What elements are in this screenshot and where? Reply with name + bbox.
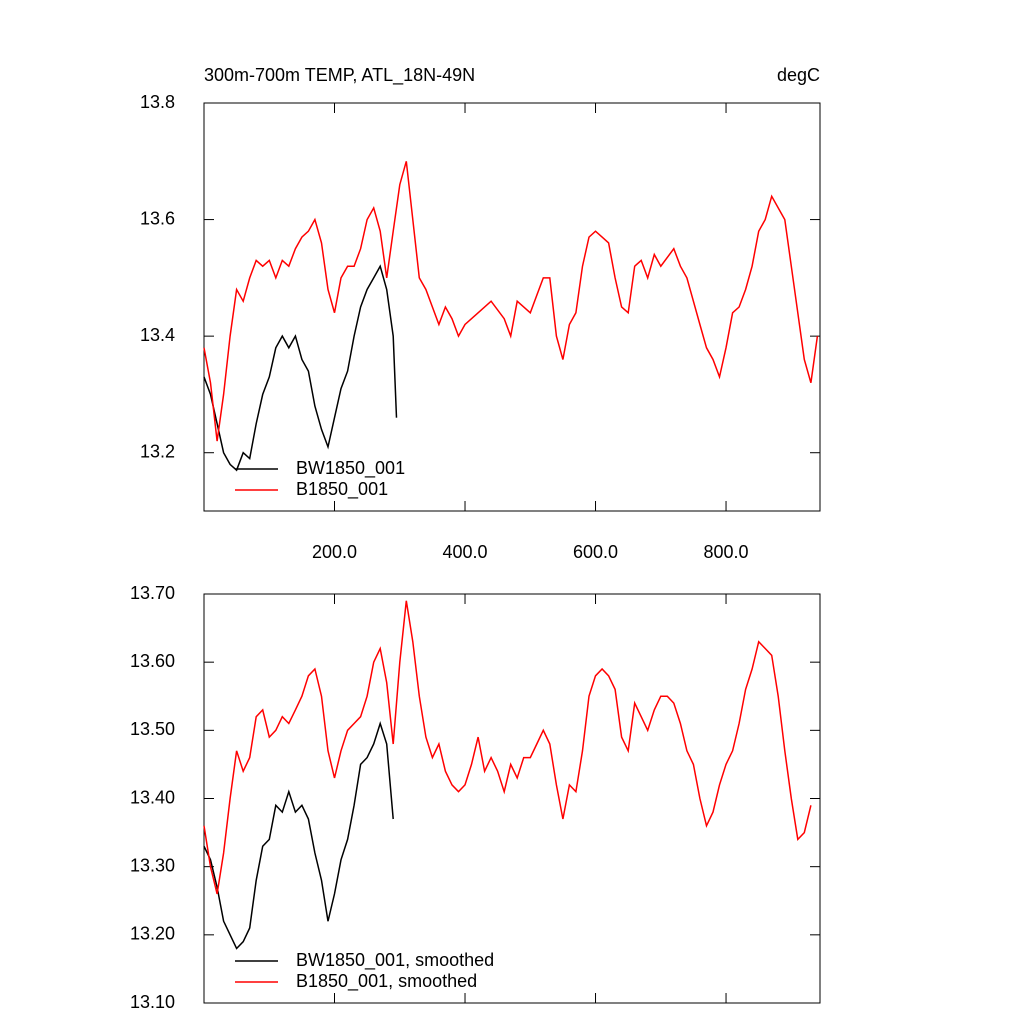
data-line — [203, 264, 398, 472]
units-label: degC — [777, 65, 820, 85]
plot-frame — [203, 102, 821, 512]
legend-label: BW1850_001 — [296, 458, 405, 479]
data-line — [203, 721, 394, 950]
x-tick-label: 600.0 — [573, 542, 618, 562]
y-tick-label: 13.30 — [130, 855, 175, 875]
legend-label: BW1850_001, smoothed — [296, 950, 494, 971]
x-tick-label: 800.0 — [704, 542, 749, 562]
x-tick-label: 200.0 — [312, 542, 357, 562]
x-tick-label: 400.0 — [442, 542, 487, 562]
plot-frame — [203, 593, 821, 1004]
legend-label: B1850_001, smoothed — [296, 971, 477, 992]
y-tick-label: 13.40 — [130, 787, 175, 807]
y-tick-label: 13.60 — [130, 651, 175, 671]
y-tick-label: 13.50 — [130, 719, 175, 739]
data-line — [203, 161, 819, 442]
legend-label: B1850_001 — [296, 479, 388, 500]
y-tick-label: 13.70 — [130, 583, 175, 603]
y-tick-label: 13.6 — [140, 208, 175, 228]
chart-title: 300m-700m TEMP, ATL_18N-49N — [204, 65, 475, 86]
y-tick-label: 13.20 — [130, 924, 175, 944]
y-tick-label: 13.4 — [140, 325, 175, 345]
y-tick-label: 13.10 — [130, 992, 175, 1012]
y-tick-label: 13.8 — [140, 92, 175, 112]
data-line — [203, 600, 812, 895]
y-tick-label: 13.2 — [140, 441, 175, 461]
